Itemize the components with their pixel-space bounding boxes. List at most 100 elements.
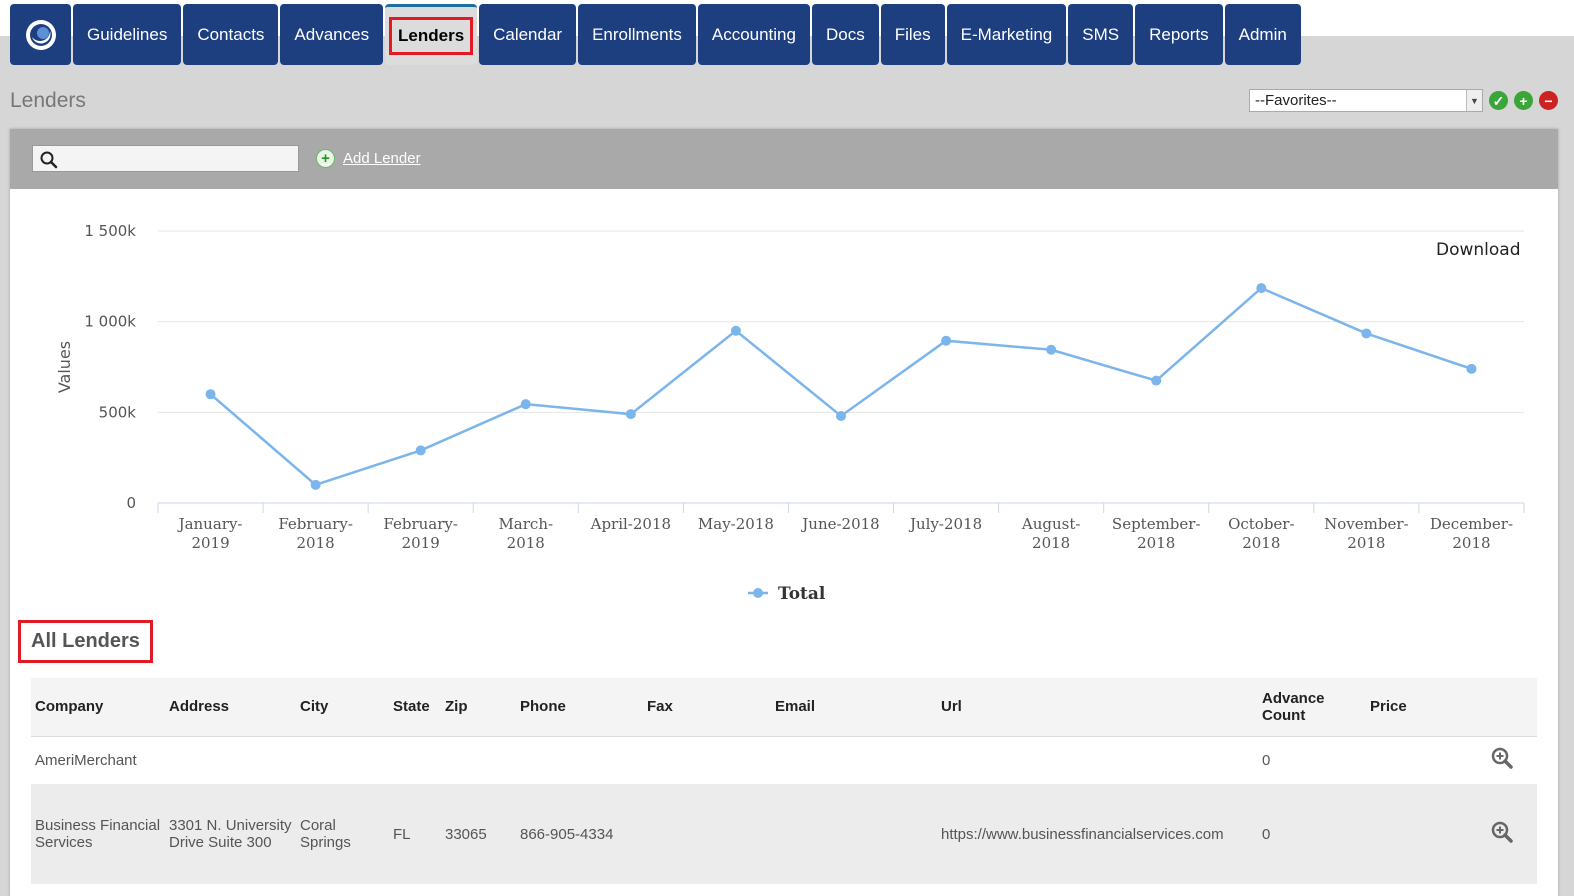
x-tick-label: January-2019	[177, 515, 243, 552]
y-tick-label: 1 500k	[84, 222, 136, 240]
app-logo[interactable]	[10, 4, 71, 65]
zoom-in-icon[interactable]	[1491, 821, 1513, 843]
data-point	[1256, 283, 1267, 294]
minus-icon: −	[1544, 92, 1553, 109]
col-header-phone[interactable]: Phone	[516, 678, 643, 737]
cell-state	[389, 736, 441, 784]
tab-advances[interactable]: Advances	[280, 4, 384, 65]
col-header-price[interactable]: Price	[1370, 678, 1487, 737]
tab-lenders[interactable]: Lenders	[385, 4, 478, 65]
cell-fax	[643, 784, 771, 884]
favorites-value: --Favorites--	[1255, 92, 1337, 109]
x-tick-label: September-2018	[1112, 515, 1201, 552]
x-tick-label: February-2018	[278, 515, 353, 552]
x-tick-label: December-2018	[1430, 515, 1513, 552]
chevron-down-icon: ▼	[1466, 90, 1482, 111]
cell-email	[771, 736, 937, 784]
toolbar: + Add Lender	[10, 129, 1558, 189]
cell-phone: 866-905-4334	[516, 784, 643, 884]
cell-zip	[441, 736, 516, 784]
page-title: Lenders	[10, 89, 86, 112]
col-header-city[interactable]: City	[296, 678, 389, 737]
remove-favorite-button[interactable]: −	[1539, 91, 1558, 110]
tab-files[interactable]: Files	[880, 4, 945, 65]
tab-guidelines[interactable]: Guidelines	[73, 4, 182, 65]
col-header-url[interactable]: Url	[937, 678, 1258, 737]
legend-label: Total	[778, 584, 826, 604]
data-point	[1361, 328, 1372, 339]
tab-sms[interactable]: SMS	[1068, 4, 1134, 65]
tab-admin[interactable]: Admin	[1224, 4, 1301, 65]
col-header-company[interactable]: Company	[31, 678, 165, 737]
x-tick-label: March-2018	[498, 515, 553, 552]
y-tick-label: 1 000k	[84, 313, 136, 331]
cell-url: https://www.businessfinancialservices.co…	[937, 784, 1258, 884]
x-tick-label: April-2018	[590, 515, 671, 533]
y-tick-label: 500k	[99, 403, 137, 421]
tab-e-marketing[interactable]: E-Marketing	[946, 4, 1067, 65]
add-favorite-button[interactable]: +	[1514, 91, 1533, 110]
cell-company: Business Financial Services	[31, 784, 165, 884]
x-tick-label: October-2018	[1228, 515, 1294, 552]
table-row[interactable]: AmeriMerchant 0	[31, 736, 1537, 784]
cell-price	[1370, 736, 1487, 784]
cell-state: FL	[389, 784, 441, 884]
data-point	[1046, 344, 1057, 355]
table-header-row: Company Address City State Zip Phone Fax…	[31, 678, 1537, 737]
tab-label: Admin	[1238, 24, 1287, 44]
cell-city: Coral Springs	[296, 784, 389, 884]
tab-accounting[interactable]: Accounting	[697, 4, 810, 65]
cell-phone	[516, 736, 643, 784]
data-point	[730, 325, 741, 336]
favorites-select[interactable]: --Favorites-- ▼	[1249, 89, 1483, 112]
tab-reports[interactable]: Reports	[1135, 4, 1223, 65]
lenders-panel: + Add Lender 0 500k 1 000k 1 500k January-20…	[10, 129, 1558, 896]
apply-favorite-button[interactable]: ✓	[1489, 91, 1508, 110]
download-button[interactable]: Download	[1436, 240, 1521, 260]
main-nav: Guidelines Contacts Advances Lenders Cal…	[10, 4, 1301, 65]
add-lender-link[interactable]: + Add Lender	[316, 149, 421, 168]
data-point	[415, 445, 426, 456]
tab-calendar[interactable]: Calendar	[479, 4, 577, 65]
x-tick-label: August-2018	[1021, 515, 1081, 552]
x-tick-label: November-2018	[1324, 515, 1408, 552]
data-point	[941, 335, 952, 346]
x-tick-label: June-2018	[800, 515, 879, 533]
add-icon: +	[316, 149, 335, 168]
tab-label: Docs	[825, 24, 865, 44]
lenders-table: Company Address City State Zip Phone Fax…	[31, 678, 1537, 884]
x-tick-label: May-2018	[698, 515, 774, 533]
tab-label: Accounting	[711, 24, 796, 44]
legend-marker	[753, 588, 763, 598]
cell-zip: 33065	[441, 784, 516, 884]
cell-advance-count: 0	[1258, 784, 1370, 884]
tab-enrollments[interactable]: Enrollments	[578, 4, 696, 65]
col-header-zip[interactable]: Zip	[441, 678, 516, 737]
table-row[interactable]: Business Financial Services 3301 N. Univ…	[31, 784, 1537, 884]
tab-label: SMS	[1082, 24, 1120, 44]
cell-email	[771, 784, 937, 884]
col-header-fax[interactable]: Fax	[643, 678, 771, 737]
x-tick-label: February-2019	[383, 515, 458, 552]
col-header-state[interactable]: State	[389, 678, 441, 737]
line-chart: 0 500k 1 000k 1 500k January-2019 February-20…	[55, 222, 1525, 604]
search-input[interactable]	[32, 145, 299, 172]
add-lender-label: Add Lender	[343, 150, 421, 167]
tab-docs[interactable]: Docs	[811, 4, 879, 65]
y-tick-label: 0	[126, 494, 136, 512]
tab-label: Lenders	[389, 17, 474, 55]
data-point	[520, 399, 531, 410]
col-header-email[interactable]: Email	[771, 678, 937, 737]
series-line	[209, 286, 1472, 487]
cell-address: 3301 N. University Drive Suite 300	[165, 784, 296, 884]
check-icon: ✓	[1492, 92, 1505, 109]
cell-address	[165, 736, 296, 784]
logo-icon	[25, 19, 56, 50]
tab-label: Reports	[1149, 24, 1209, 44]
col-header-address[interactable]: Address	[165, 678, 296, 737]
data-point	[625, 409, 636, 420]
zoom-in-icon[interactable]	[1491, 747, 1513, 769]
x-tick-label: July-2018	[908, 515, 982, 533]
col-header-advance-count[interactable]: Advance Count	[1258, 678, 1370, 737]
tab-contacts[interactable]: Contacts	[183, 4, 279, 65]
